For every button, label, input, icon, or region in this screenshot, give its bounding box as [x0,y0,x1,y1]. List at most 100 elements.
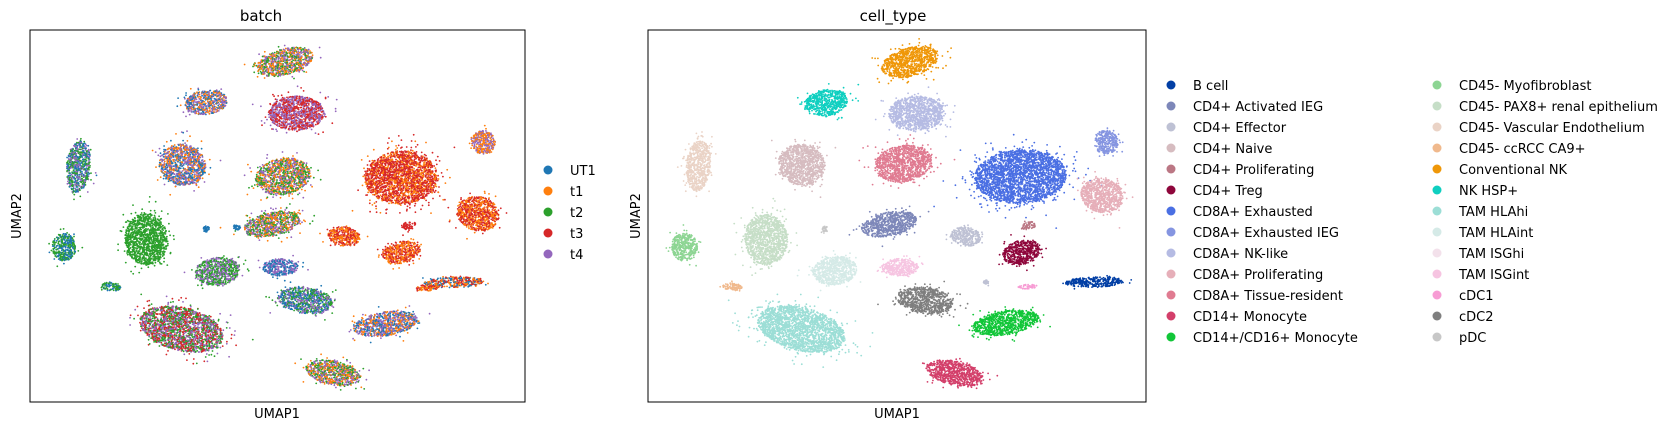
scatter-point [189,149,191,151]
scatter-point [168,173,170,175]
scatter-point [322,117,324,119]
scatter-point [262,73,264,75]
scatter-point [88,149,90,151]
scatter-point [296,70,298,72]
scatter-point [75,155,77,157]
scatter-point [303,90,305,92]
scatter-point [86,172,88,174]
scatter-point [250,171,252,173]
scatter-point [85,153,87,155]
scatter-point [281,121,283,123]
scatter-point [69,159,71,161]
scatter-point [66,176,68,178]
scatter-point [274,186,276,188]
scatter-point [180,104,182,106]
scatter-point [276,195,278,197]
scatter-point [259,68,261,70]
scatter-point [224,102,226,104]
scatter-point [288,50,290,52]
scatter-point [256,176,258,178]
scatter-point [76,186,78,188]
scatter-point [306,57,308,59]
scatter-point [69,182,71,184]
scatter-point [163,175,165,177]
scatter-point [68,165,70,167]
scatter-point [331,122,333,124]
scatter-point [183,169,185,171]
scatter-point [72,149,74,151]
scatter-point [296,63,298,65]
scatter-point [296,182,298,184]
scatter-point [313,118,315,120]
scatter-point [260,72,262,74]
scatter-point [224,96,226,98]
scatter-point [287,57,289,59]
scatter-point [83,152,85,154]
scatter-point [291,72,293,74]
scatter-point [221,102,223,104]
scatter-point [258,72,260,74]
scatter-point [79,189,81,191]
scatter-point [289,125,291,127]
scatter-point [88,160,90,162]
scatter-point [177,97,179,99]
scatter-point [67,183,69,185]
scatter-point [267,181,269,183]
scatter-point [316,115,318,117]
scatter-point [202,167,204,169]
scatter-point [292,69,294,71]
scatter-point [272,53,274,55]
scatter-point [258,65,260,67]
scatter-point [185,183,187,185]
scatter-point [287,98,289,100]
scatter-point [84,169,86,171]
scatter-point [193,190,195,192]
scatter-point [283,118,285,120]
scatter-point [275,67,277,69]
scatter-point [161,159,163,161]
scatter-point [186,100,188,102]
scatter-point [172,181,174,183]
scatter-point [66,162,68,164]
scatter-point [290,54,292,56]
scatter-point [304,190,306,192]
scatter-point [271,54,273,56]
scatter-point [68,156,70,158]
scatter-point [295,67,297,69]
scatter-point [265,191,267,193]
scatter-point [275,113,277,115]
scatter-point [72,172,74,174]
scatter-point [283,165,285,167]
scatter-point [284,117,286,119]
scatter-point [288,195,290,197]
scatter-point [197,152,199,154]
batch-title: batch [240,7,282,25]
scatter-point [313,107,315,109]
scatter-point [78,176,80,178]
scatter-point [287,66,289,68]
scatter-point [164,173,166,175]
scatter-point [274,115,276,117]
scatter-point [159,165,161,167]
scatter-point [216,100,218,102]
scatter-point [268,166,270,168]
scatter-point [288,71,290,73]
scatter-point [308,122,310,124]
scatter-point [274,52,276,54]
scatter-point [285,162,287,164]
scatter-point [81,176,83,178]
scatter-point [270,110,272,112]
scatter-point [172,154,174,156]
scatter-point [184,97,186,99]
scatter-point [299,52,301,54]
scatter-point [160,176,162,178]
scatter-point [73,178,75,180]
scatter-point [189,105,191,107]
scatter-point [86,145,88,147]
scatter-point [298,96,300,98]
scatter-point [286,124,288,126]
scatter-point [186,171,188,173]
scatter-point [220,106,222,108]
scatter-point [166,164,168,166]
